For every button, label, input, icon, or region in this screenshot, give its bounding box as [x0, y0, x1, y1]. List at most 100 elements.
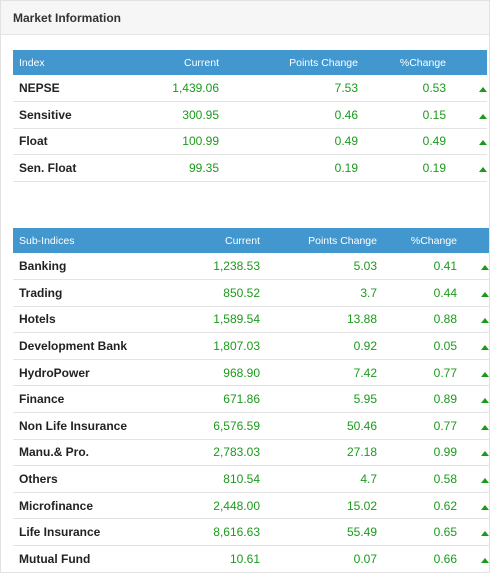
row-trend — [457, 332, 489, 360]
row-current: 99.35 — [133, 154, 219, 182]
table-row: Others 810.54 4.7 0.58 — [13, 465, 489, 493]
arrow-up-icon — [481, 291, 489, 297]
arrow-up-icon — [481, 265, 489, 271]
table-row: Mutual Fund 10.61 0.07 0.66 — [13, 545, 489, 573]
index-table-header: Index Current Points Change %Change — [13, 50, 487, 75]
table-row: Float 100.99 0.49 0.49 — [13, 128, 487, 155]
row-current: 100.99 — [133, 128, 219, 155]
col-header-points-change: Points Change — [219, 50, 358, 75]
table-row: Non Life Insurance 6,576.59 50.46 0.77 — [13, 412, 489, 440]
row-current: 2,448.00 — [158, 492, 260, 520]
row-points-change: 7.53 — [219, 75, 358, 102]
row-current: 671.86 — [158, 385, 260, 414]
row-name: Microfinance — [13, 492, 158, 520]
col-header-current: Current — [158, 228, 260, 253]
table-row: Development Bank 1,807.03 0.92 0.05 — [13, 332, 489, 360]
row-current: 8,616.63 — [158, 518, 260, 547]
row-current: 1,589.54 — [158, 306, 260, 334]
arrow-up-icon — [481, 424, 489, 430]
arrow-up-icon — [481, 531, 489, 537]
col-header-pct-change: %Change — [377, 228, 457, 253]
row-name: Trading — [13, 279, 158, 307]
row-name: Life Insurance — [13, 518, 158, 547]
row-name: Sen. Float — [13, 154, 133, 182]
row-name: HydroPower — [13, 359, 158, 387]
row-pct-change: 0.89 — [377, 385, 457, 414]
panel-title: Market Information — [13, 11, 122, 25]
row-trend — [457, 306, 489, 334]
table-row: Manu.& Pro. 2,783.03 27.18 0.99 — [13, 439, 489, 467]
arrow-up-icon — [481, 504, 489, 510]
row-trend — [457, 412, 489, 440]
table-row: Trading 850.52 3.7 0.44 — [13, 279, 489, 307]
index-table: Index Current Points Change %Change NEPS… — [13, 50, 487, 182]
col-header-points-change: Points Change — [260, 228, 377, 253]
col-header-trend — [446, 50, 487, 75]
arrow-up-icon — [479, 166, 487, 172]
row-current: 6,576.59 — [158, 412, 260, 440]
row-points-change: 4.7 — [260, 465, 377, 493]
row-pct-change: 0.77 — [377, 412, 457, 440]
panel-header: Market Information — [1, 1, 489, 35]
col-header-sub-indices: Sub-Indices — [13, 228, 158, 253]
table-row: Banking 1,238.53 5.03 0.41 — [13, 253, 489, 281]
arrow-up-icon — [481, 371, 489, 377]
row-current: 810.54 — [158, 465, 260, 493]
row-name: Banking — [13, 253, 158, 281]
row-current: 300.95 — [133, 101, 219, 129]
row-current: 10.61 — [158, 545, 260, 573]
row-current: 1,238.53 — [158, 253, 260, 281]
row-name: Float — [13, 128, 133, 155]
arrow-up-icon — [481, 398, 489, 404]
row-pct-change: 0.77 — [377, 359, 457, 387]
row-current: 1,807.03 — [158, 332, 260, 360]
table-row: Sen. Float 99.35 0.19 0.19 — [13, 154, 487, 182]
arrow-up-icon — [481, 557, 489, 563]
row-pct-change: 0.58 — [377, 465, 457, 493]
row-points-change: 0.49 — [219, 128, 358, 155]
row-name: Mutual Fund — [13, 545, 158, 573]
row-trend — [457, 492, 489, 520]
row-current: 2,783.03 — [158, 439, 260, 467]
row-pct-change: 0.65 — [377, 518, 457, 547]
row-points-change: 7.42 — [260, 359, 377, 387]
row-name: Manu.& Pro. — [13, 439, 158, 467]
row-pct-change: 0.19 — [358, 154, 446, 182]
arrow-up-icon — [479, 140, 487, 146]
row-trend — [457, 439, 489, 467]
row-trend — [446, 101, 487, 129]
row-current: 1,439.06 — [133, 75, 219, 102]
row-name: Finance — [13, 385, 158, 414]
row-pct-change: 0.44 — [377, 279, 457, 307]
row-name: Others — [13, 465, 158, 493]
row-pct-change: 0.66 — [377, 545, 457, 573]
row-trend — [457, 359, 489, 387]
row-current: 968.90 — [158, 359, 260, 387]
table-row: Life Insurance 8,616.63 55.49 0.65 — [13, 518, 489, 547]
row-points-change: 3.7 — [260, 279, 377, 307]
row-pct-change: 0.15 — [358, 101, 446, 129]
row-points-change: 5.95 — [260, 385, 377, 414]
arrow-up-icon — [481, 345, 489, 351]
arrow-up-icon — [479, 113, 487, 119]
row-current: 850.52 — [158, 279, 260, 307]
row-pct-change: 0.99 — [377, 439, 457, 467]
row-points-change: 55.49 — [260, 518, 377, 547]
table-row: HydroPower 968.90 7.42 0.77 — [13, 359, 489, 387]
row-trend — [446, 75, 487, 102]
row-pct-change: 0.05 — [377, 332, 457, 360]
row-points-change: 50.46 — [260, 412, 377, 440]
row-trend — [446, 154, 487, 182]
row-points-change: 27.18 — [260, 439, 377, 467]
row-points-change: 0.92 — [260, 332, 377, 360]
row-pct-change: 0.62 — [377, 492, 457, 520]
row-name: Hotels — [13, 306, 158, 334]
col-header-index: Index — [13, 50, 133, 75]
arrow-up-icon — [481, 451, 489, 457]
row-points-change: 15.02 — [260, 492, 377, 520]
row-name: Non Life Insurance — [13, 412, 158, 440]
row-points-change: 13.88 — [260, 306, 377, 334]
row-trend — [457, 385, 489, 414]
arrow-up-icon — [481, 318, 489, 324]
